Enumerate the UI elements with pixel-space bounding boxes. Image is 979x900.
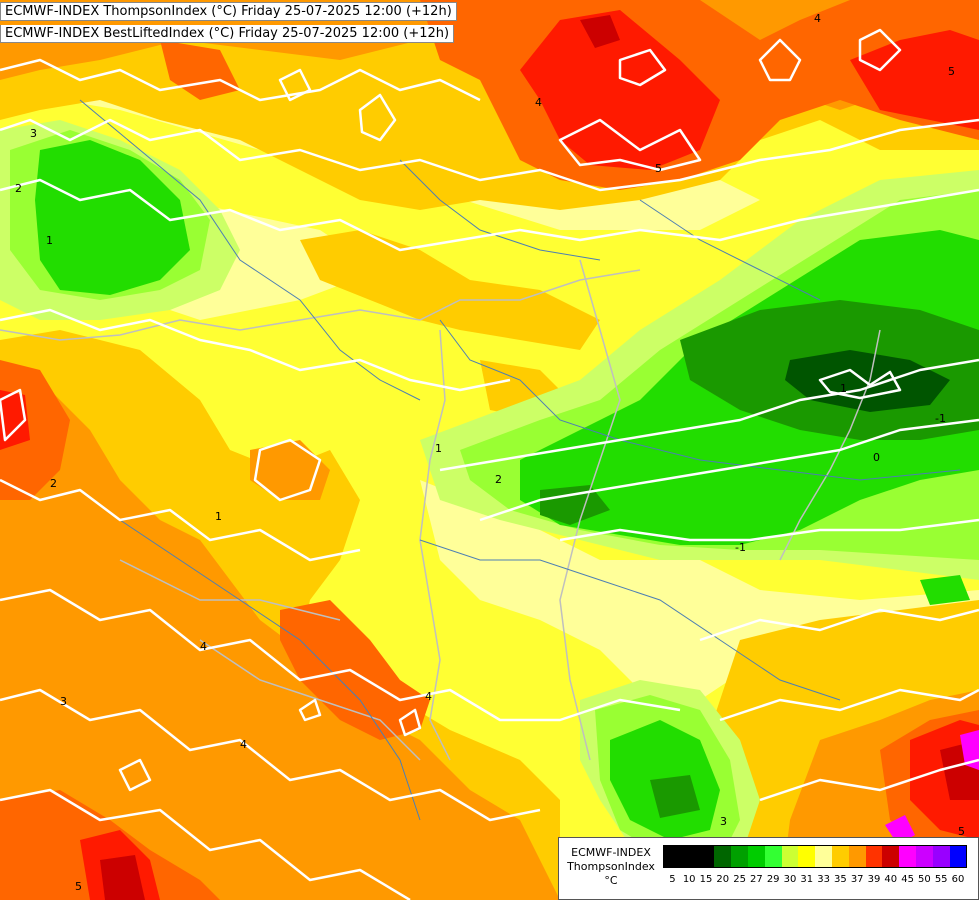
contour-label: 3 [30, 127, 37, 140]
red-orange-area [280, 600, 430, 740]
legend-tick-label: 37 [850, 874, 864, 885]
color-legend: ECMWF-INDEX ThompsonIndex °C 5 10 15 20 25 27… [558, 837, 979, 900]
legend-tick-label: 15 [699, 874, 713, 885]
red-orange-area [160, 40, 240, 100]
legend-tick-label: 27 [750, 874, 763, 885]
contour-label: 1 [435, 442, 442, 455]
contour-label: 0 [873, 451, 880, 464]
contour-label: 3 [60, 695, 67, 708]
legend-color-bar [663, 845, 968, 868]
contour-label: 5 [948, 65, 955, 78]
contour-label: -1 [935, 412, 946, 425]
legend-swatch [798, 846, 816, 867]
legend-tick-label: 60 [951, 874, 965, 885]
contour-label: 2 [495, 473, 502, 486]
red-area [520, 10, 720, 170]
contour-label: 3 [720, 815, 727, 828]
legend-source: ECMWF-INDEX [571, 846, 651, 859]
legend-tick-label: 45 [901, 874, 914, 885]
legend-tick-label: 10 [682, 874, 696, 885]
thompson-index-title: ECMWF-INDEX ThompsonIndex (°C) Friday 25… [0, 2, 457, 21]
legend-tick-label: 29 [766, 874, 780, 885]
contour-label: 2 [15, 182, 22, 195]
red-area [850, 30, 979, 130]
contour-label: 4 [425, 690, 432, 703]
green-area [35, 140, 190, 295]
orange-area [300, 230, 600, 350]
contour-label: 1 [46, 234, 53, 247]
legend-tick-label: 50 [918, 874, 931, 885]
legend-tick-label: 20 [716, 874, 730, 885]
legend-tick-label: 5 [669, 874, 676, 885]
contour-labels: 1 2 3 4 5 0 1 2 1 -1 -1 2 3 4 4 5 1 5 4 … [15, 12, 965, 893]
dark-red-area [100, 855, 145, 900]
legend-swatch [664, 846, 681, 867]
legend-tick-label: 39 [867, 874, 881, 885]
legend-swatch [915, 846, 933, 867]
contour-label: 1 [840, 382, 847, 395]
legend-swatch [714, 846, 732, 867]
contour-label: 4 [200, 640, 207, 653]
legend-unit: °C [604, 874, 618, 887]
legend-swatch [815, 846, 832, 867]
dark-red-area [580, 15, 620, 48]
contour-label: 2 [50, 477, 57, 490]
legend-tick-label: 30 [783, 874, 797, 885]
dark-green-area [540, 485, 610, 525]
legend-tick-label: 55 [934, 874, 948, 885]
green-area [920, 575, 970, 605]
legend-swatch [848, 846, 866, 867]
legend-tick-label: 40 [884, 874, 898, 885]
legend-variable: ThompsonIndex [567, 860, 655, 873]
legend-ticks: 5 10 15 20 25 27 29 30 31 33 35 37 39 40 45 50 55 60 [663, 874, 973, 888]
legend-swatch [831, 846, 849, 867]
legend-swatch [882, 846, 900, 867]
legend-swatch [731, 846, 748, 867]
contour-label: 5 [958, 825, 965, 838]
legend-swatch [697, 846, 715, 867]
legend-tick-label: 33 [817, 874, 830, 885]
legend-tick-label: 35 [834, 874, 847, 885]
legend-title: ECMWF-INDEX ThompsonIndex °C [563, 846, 659, 888]
dark-green-area [650, 775, 700, 818]
contour-label: 5 [75, 880, 82, 893]
lifted-index-contours [0, 28, 979, 900]
contour-label: 4 [240, 738, 247, 751]
legend-swatch [949, 846, 967, 867]
legend-swatch [764, 846, 782, 867]
lifted-index-title: ECMWF-INDEX BestLiftedIndex (°C) Friday … [0, 25, 455, 43]
contour-label: 4 [535, 96, 542, 109]
legend-swatch [747, 846, 765, 867]
legend-swatch [781, 846, 799, 867]
legend-swatch [680, 846, 698, 867]
contour-label: 1 [215, 510, 222, 523]
legend-swatch [932, 846, 950, 867]
legend-swatch [865, 846, 883, 867]
dark-orange-area [250, 440, 330, 500]
legend-swatch [899, 846, 916, 867]
legend-tick-label: 25 [733, 874, 746, 885]
contour-label: -1 [735, 541, 746, 554]
contour-label: 4 [814, 12, 821, 25]
legend-tick-label: 31 [800, 874, 814, 885]
map-header: ECMWF-INDEX ThompsonIndex (°C) Friday 25… [0, 0, 457, 44]
contour-label: 5 [655, 162, 662, 175]
